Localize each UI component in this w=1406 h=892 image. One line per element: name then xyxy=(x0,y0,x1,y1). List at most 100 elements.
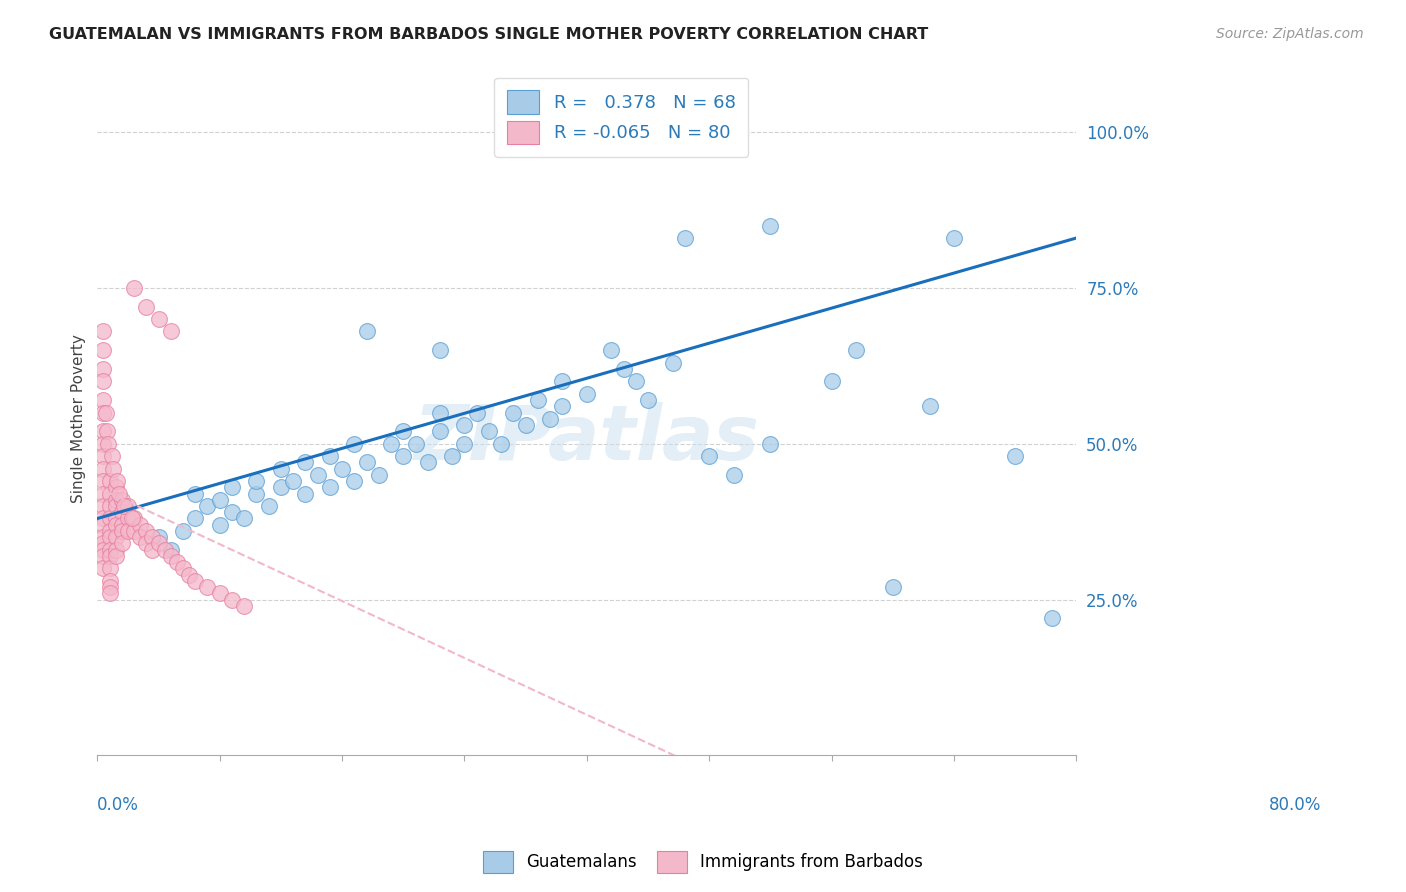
Point xyxy=(94,405,117,419)
Point xyxy=(429,424,451,438)
Point xyxy=(98,486,121,500)
Point xyxy=(416,455,439,469)
Point xyxy=(98,586,121,600)
Point xyxy=(93,549,115,563)
Point xyxy=(197,580,219,594)
Point xyxy=(111,524,134,538)
Point xyxy=(98,549,121,563)
Point xyxy=(820,375,842,389)
Point xyxy=(245,486,267,500)
Point xyxy=(105,474,128,488)
Point xyxy=(441,449,464,463)
Point xyxy=(93,530,115,544)
Point xyxy=(319,480,342,494)
Point xyxy=(141,530,163,544)
Point xyxy=(723,467,745,482)
Point xyxy=(283,474,305,488)
Point xyxy=(159,325,181,339)
Point xyxy=(453,436,475,450)
Point xyxy=(93,325,115,339)
Text: 0.0%: 0.0% xyxy=(97,796,139,814)
Point xyxy=(101,449,124,463)
Point xyxy=(943,231,966,245)
Point xyxy=(551,399,574,413)
Point xyxy=(93,362,115,376)
Point xyxy=(184,511,207,525)
Point xyxy=(122,524,145,538)
Point xyxy=(661,356,683,370)
Point xyxy=(270,480,292,494)
Point xyxy=(135,524,157,538)
Point xyxy=(392,449,415,463)
Point xyxy=(356,325,378,339)
Point xyxy=(624,375,647,389)
Text: Source: ZipAtlas.com: Source: ZipAtlas.com xyxy=(1216,27,1364,41)
Point xyxy=(98,499,121,513)
Legend: Guatemalans, Immigrants from Barbados: Guatemalans, Immigrants from Barbados xyxy=(477,845,929,880)
Point xyxy=(343,436,366,450)
Point xyxy=(184,574,207,588)
Point xyxy=(93,343,115,358)
Point xyxy=(129,530,152,544)
Point xyxy=(97,436,120,450)
Point xyxy=(122,511,145,525)
Point xyxy=(104,480,127,494)
Text: 80.0%: 80.0% xyxy=(1268,796,1322,814)
Point xyxy=(111,505,134,519)
Point xyxy=(356,455,378,469)
Point xyxy=(135,300,157,314)
Point xyxy=(104,517,127,532)
Point xyxy=(759,436,782,450)
Point xyxy=(294,455,316,469)
Point xyxy=(98,511,121,525)
Point xyxy=(233,511,256,525)
Point xyxy=(98,474,121,488)
Point xyxy=(104,549,127,563)
Point xyxy=(270,461,292,475)
Point xyxy=(98,524,121,538)
Point xyxy=(121,511,143,525)
Point xyxy=(93,461,115,475)
Point xyxy=(148,312,170,326)
Point xyxy=(122,281,145,295)
Y-axis label: Single Mother Poverty: Single Mother Poverty xyxy=(72,334,86,503)
Legend: R =   0.378   N = 68, R = -0.065   N = 80: R = 0.378 N = 68, R = -0.065 N = 80 xyxy=(494,78,748,157)
Point xyxy=(112,499,135,513)
Point xyxy=(392,424,415,438)
Point xyxy=(104,542,127,557)
Point xyxy=(104,511,127,525)
Point xyxy=(405,436,427,450)
Point xyxy=(98,574,121,588)
Point xyxy=(93,405,115,419)
Point xyxy=(141,542,163,557)
Point xyxy=(918,399,941,413)
Point xyxy=(104,492,127,507)
Point xyxy=(93,517,115,532)
Point xyxy=(93,436,115,450)
Point xyxy=(96,424,118,438)
Point xyxy=(515,417,537,432)
Point xyxy=(343,474,366,488)
Point xyxy=(882,580,904,594)
Point xyxy=(1040,611,1063,625)
Point xyxy=(208,517,231,532)
Point xyxy=(166,555,188,569)
Point xyxy=(179,567,201,582)
Point xyxy=(453,417,475,432)
Point xyxy=(93,542,115,557)
Point xyxy=(93,424,115,438)
Point xyxy=(245,474,267,488)
Point xyxy=(759,219,782,233)
Point xyxy=(111,492,134,507)
Point xyxy=(221,592,243,607)
Point xyxy=(575,386,598,401)
Point xyxy=(93,392,115,407)
Point xyxy=(117,511,139,525)
Point xyxy=(104,530,127,544)
Text: GUATEMALAN VS IMMIGRANTS FROM BARBADOS SINGLE MOTHER POVERTY CORRELATION CHART: GUATEMALAN VS IMMIGRANTS FROM BARBADOS S… xyxy=(49,27,928,42)
Point xyxy=(429,405,451,419)
Point xyxy=(637,392,659,407)
Point xyxy=(845,343,868,358)
Point xyxy=(380,436,402,450)
Point xyxy=(538,411,561,425)
